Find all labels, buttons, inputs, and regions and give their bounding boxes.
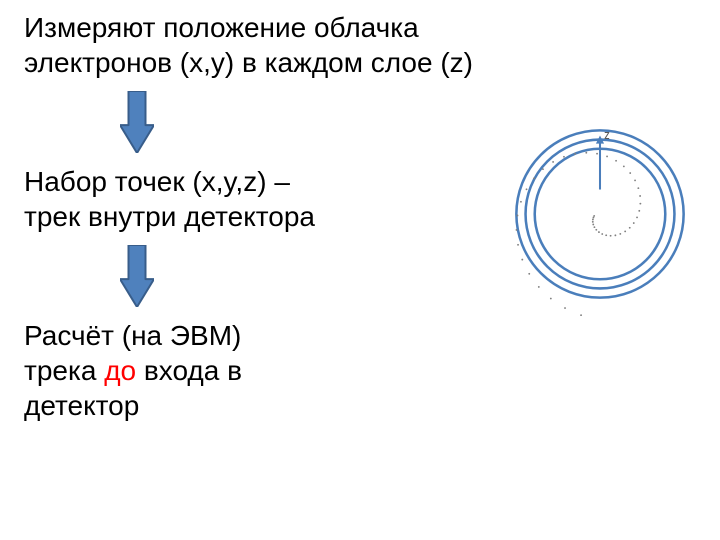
detector-icon [498, 112, 702, 316]
slide: Измеряют положение облачка электронов (x… [0, 0, 720, 540]
p1-line1: Измеряют положение облачка [24, 12, 419, 43]
p3-line2c: входа в [136, 355, 242, 386]
down-arrow-icon [120, 245, 154, 307]
down-arrow-icon [120, 91, 154, 153]
p2-line2: трек внутри детектора [24, 201, 315, 232]
p3-line3: детектор [24, 390, 139, 421]
z-axis-label: z [604, 126, 610, 143]
text-block-1: Измеряют положение облачка электронов (x… [24, 10, 696, 80]
p3-line2b-red: до [104, 355, 136, 386]
p1-line2: электронов (x,y) в каждом слое (z) [24, 47, 473, 78]
p3-line1: Расчёт (на ЭВМ) [24, 320, 241, 351]
detector-diagram: z [498, 112, 702, 316]
p2-line1: Набор точек (x,y,z) – [24, 166, 290, 197]
p3-line2a: трека [24, 355, 104, 386]
text-block-3: Расчёт (на ЭВМ) трека до входа в детекто… [24, 318, 394, 423]
